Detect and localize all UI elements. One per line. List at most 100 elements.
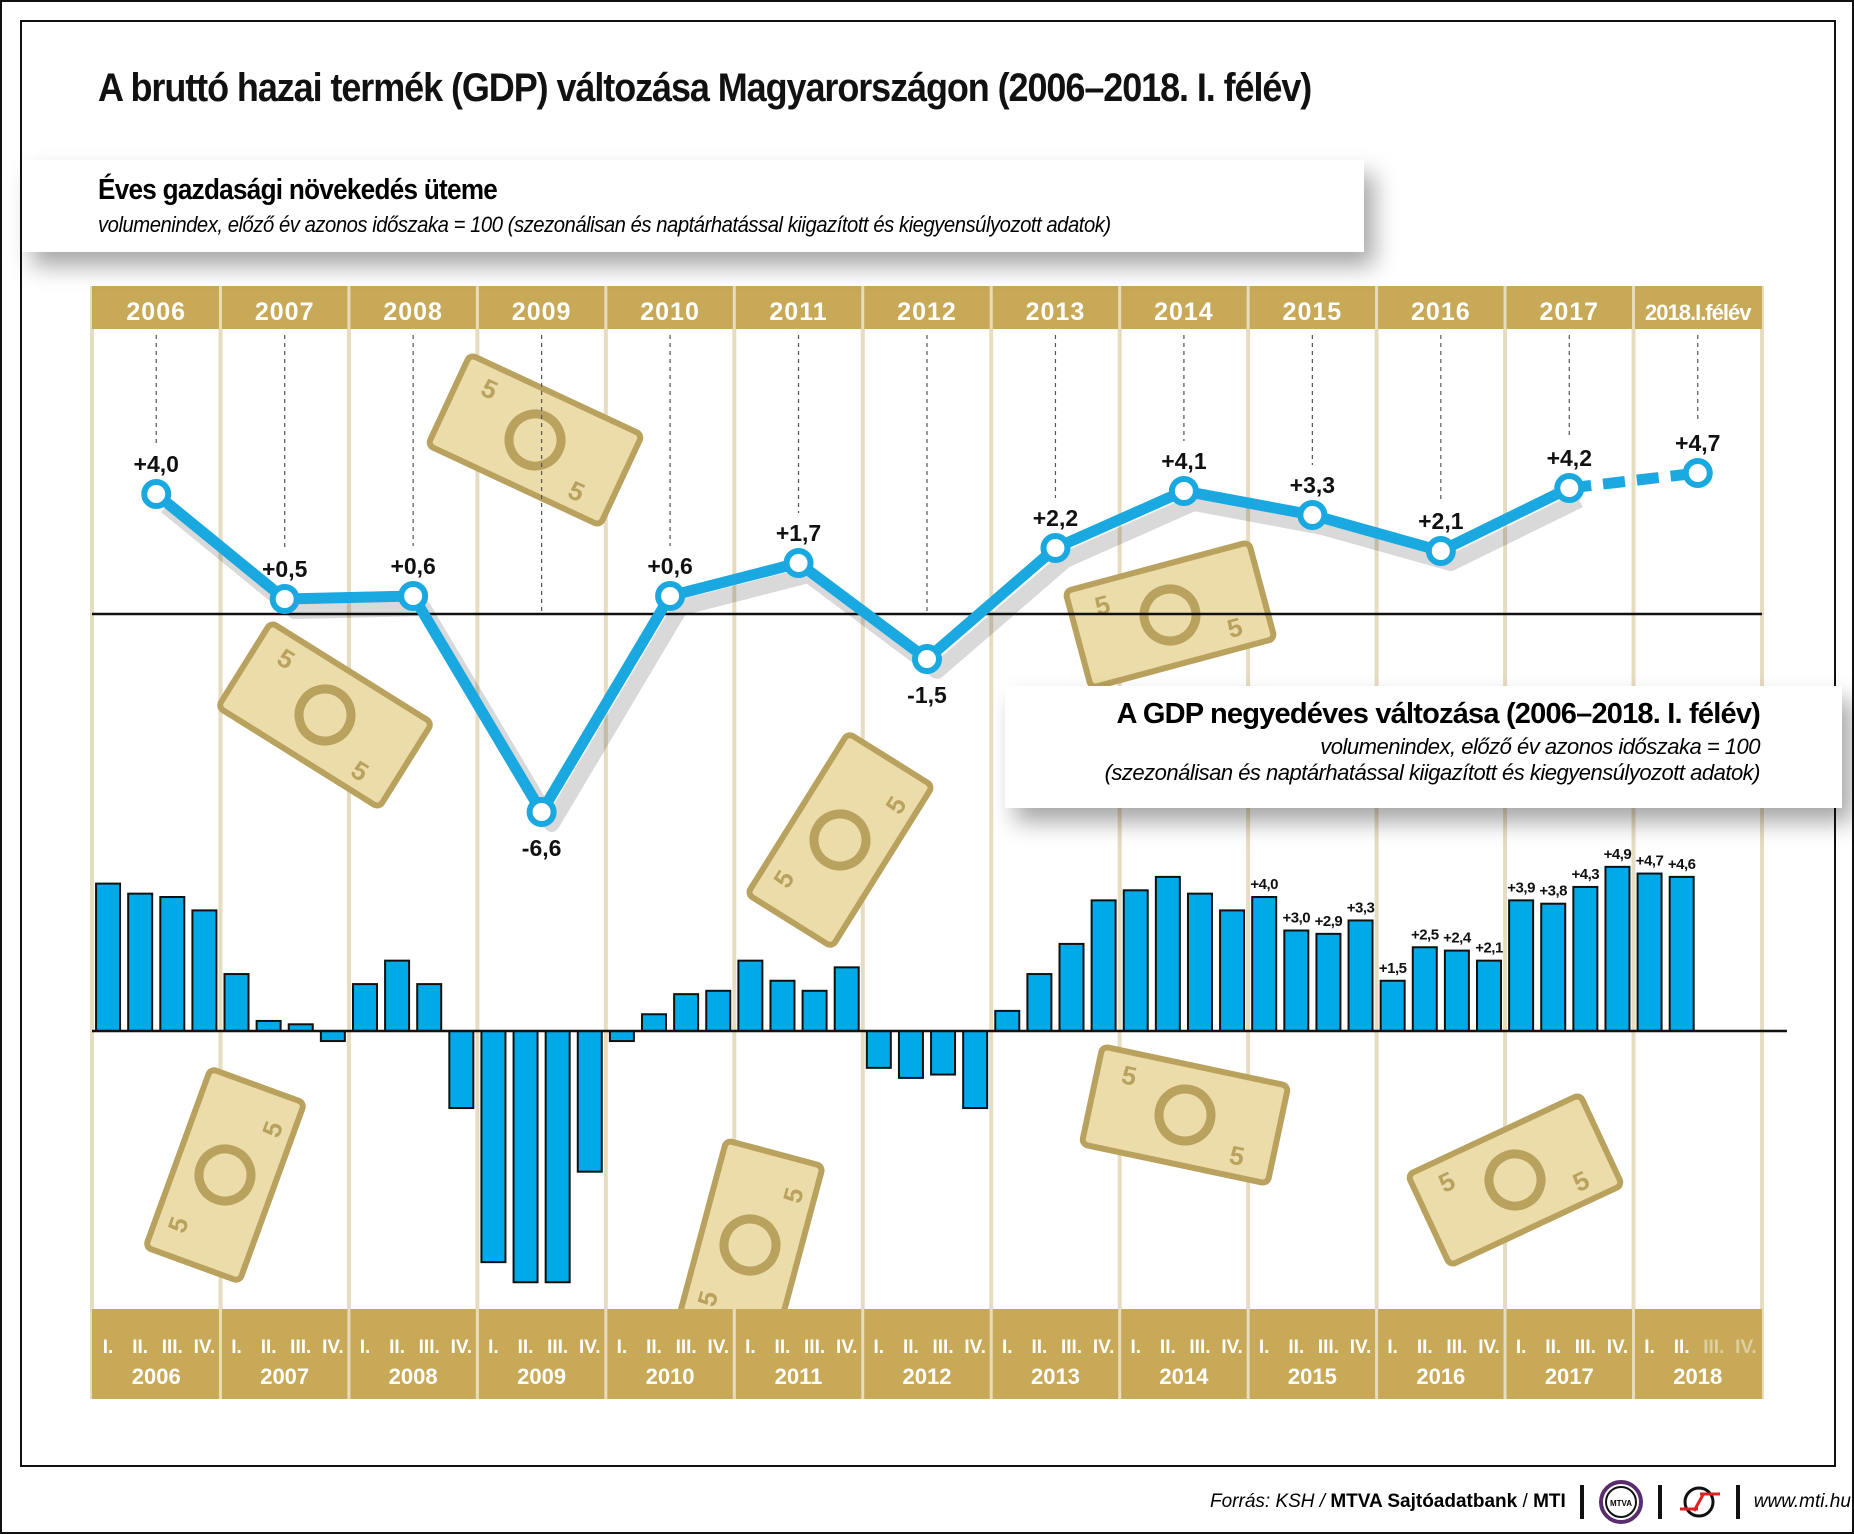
annual-data-point: [526, 797, 557, 827]
quarterly-bar: [1636, 872, 1663, 1032]
quarterly-bar: [1251, 896, 1278, 1032]
quarter-tick-label: III.: [290, 1337, 311, 1358]
quarter-tick-label: II.: [1031, 1337, 1047, 1358]
bill-portrait: [504, 409, 566, 471]
bill-portrait: [294, 684, 356, 746]
annual-data-point: [911, 644, 942, 674]
annual-data-label: +4,1: [1161, 448, 1207, 474]
bar-data-label: +2,4: [1443, 930, 1472, 947]
bill-body: [144, 1067, 306, 1283]
quarter-tick-label: I.: [617, 1337, 628, 1358]
annual-data-label: +0,5: [262, 556, 308, 582]
quarter-tick-label: IV.: [194, 1337, 216, 1358]
dollar-bill-icon: 55: [1079, 1044, 1291, 1186]
quarter-tick-label: IV.: [1350, 1337, 1372, 1358]
year-header-label: 2008: [383, 298, 443, 326]
bill-portrait: [194, 1144, 256, 1206]
bar-data-label: +3,9: [1507, 879, 1535, 896]
quarterly-bar: [1347, 919, 1374, 1033]
year-tick-label: 2008: [389, 1364, 438, 1389]
quarterly-bar: [641, 1013, 668, 1032]
mti-logo: [1679, 1486, 1720, 1518]
bar-data-label: +4,9: [1604, 846, 1632, 863]
dollar-bill-icon: 55: [217, 621, 433, 809]
website: www.mti.hu: [1753, 1491, 1851, 1512]
quarter-tick-label: III.: [1703, 1337, 1724, 1358]
bill-body: [1079, 1044, 1291, 1186]
divider: [1657, 1485, 1662, 1519]
annual-data-label: +1,7: [776, 520, 821, 546]
bar-data-label: +4,3: [1572, 866, 1600, 883]
year-header-label: 2012: [897, 298, 957, 326]
quarterly-bar: [1379, 979, 1406, 1032]
quarter-tick-label: IV.: [964, 1337, 986, 1358]
quarterly-bar: [865, 1030, 892, 1069]
bill-body: [426, 353, 644, 527]
year-header-label: 2009: [512, 298, 572, 326]
quarter-tick-label: II.: [903, 1337, 919, 1358]
mtva-logo-text: MTVA: [1610, 1499, 1632, 1508]
annual-data-point: [1554, 473, 1585, 503]
annual-growth-line-estimate: [1568, 467, 1699, 494]
quarterly-bar: [1604, 865, 1631, 1032]
quarterly-bar: [1508, 899, 1535, 1032]
quarterly-bar: [1540, 902, 1567, 1033]
year-tick-label: 2011: [775, 1364, 823, 1389]
bill-body: [217, 621, 433, 809]
quarterly-bar: [319, 1030, 346, 1043]
quarterly-bar: [1476, 959, 1503, 1033]
quarter-tick-label: I.: [231, 1337, 242, 1358]
quarter-tick-label: III.: [1575, 1337, 1596, 1358]
quarter-tick-label: III.: [547, 1337, 568, 1358]
annual-data-label: +4,0: [134, 451, 179, 477]
year-header-label: 2013: [1026, 298, 1086, 326]
quarterly-bar: [223, 973, 250, 1032]
year-tick-label: 2013: [1031, 1364, 1080, 1389]
source-prefix: Forrás: KSH /: [1210, 1491, 1331, 1512]
annual-data-point: [655, 581, 686, 611]
year-tick-label: 2006: [132, 1364, 181, 1389]
source-sep: /: [1517, 1491, 1534, 1512]
dollar-bill-icon: 55: [675, 1138, 825, 1352]
page-title: A bruttó hazai termék (GDP) változása Ma…: [98, 66, 1312, 110]
annual-data-label: +3,3: [1290, 472, 1335, 498]
quarter-tick-label: I.: [1259, 1337, 1270, 1358]
quarterly-subtitle-1: volumenindex, előző év azonos időszaka =…: [1320, 734, 1760, 759]
year-header-label: 2011: [769, 298, 827, 326]
quarter-tick-label: III.: [932, 1337, 953, 1358]
source-mti: MTI: [1533, 1491, 1566, 1512]
quarterly-bar: [544, 1030, 571, 1284]
footer: Forrás: KSH / MTVA Sajtóadatbank / MTI M…: [1210, 1480, 1851, 1524]
quarterly-bar: [1026, 973, 1053, 1032]
dollar-bill-icon: 55: [144, 1067, 306, 1283]
bar-data-label: +2,1: [1475, 940, 1503, 957]
year-tick-label: 2015: [1288, 1364, 1337, 1389]
year-header-band: [92, 286, 1762, 329]
quarterly-bar: [737, 959, 764, 1033]
annual-subtitle: volumenindex, előző év azonos időszaka =…: [98, 212, 1111, 237]
quarter-tick-label: II.: [1160, 1337, 1176, 1358]
quarterly-bar: [512, 1030, 539, 1284]
annual-data-label: +2,2: [1033, 505, 1078, 531]
quarter-tick-label: III.: [804, 1337, 825, 1358]
year-header-label: 2015: [1283, 298, 1343, 326]
annual-growth-line: [152, 483, 1572, 818]
annual-data-label: +4,7: [1675, 430, 1720, 456]
quarterly-bar: [673, 993, 700, 1033]
quarter-tick-label: II.: [1417, 1337, 1433, 1358]
bar-data-label: +2,9: [1315, 913, 1343, 930]
quarterly-bar: [1090, 899, 1117, 1032]
quarterly-bar: [448, 1030, 475, 1110]
dollar-bill-icon: 55: [426, 353, 644, 527]
quarter-tick-label: IV.: [1478, 1337, 1500, 1358]
quarter-tick-label: III.: [1446, 1337, 1467, 1358]
year-tick-label: 2007: [260, 1364, 309, 1389]
quarter-tick-label: II.: [261, 1337, 277, 1358]
annual-data-label: +0,6: [647, 553, 692, 579]
dollar-bill-icon: 55: [746, 732, 934, 948]
annual-data-point: [269, 584, 300, 614]
quarterly-bar: [1186, 892, 1213, 1033]
quarter-tick-label: IV.: [836, 1337, 858, 1358]
bar-data-label: +4,6: [1668, 856, 1696, 873]
